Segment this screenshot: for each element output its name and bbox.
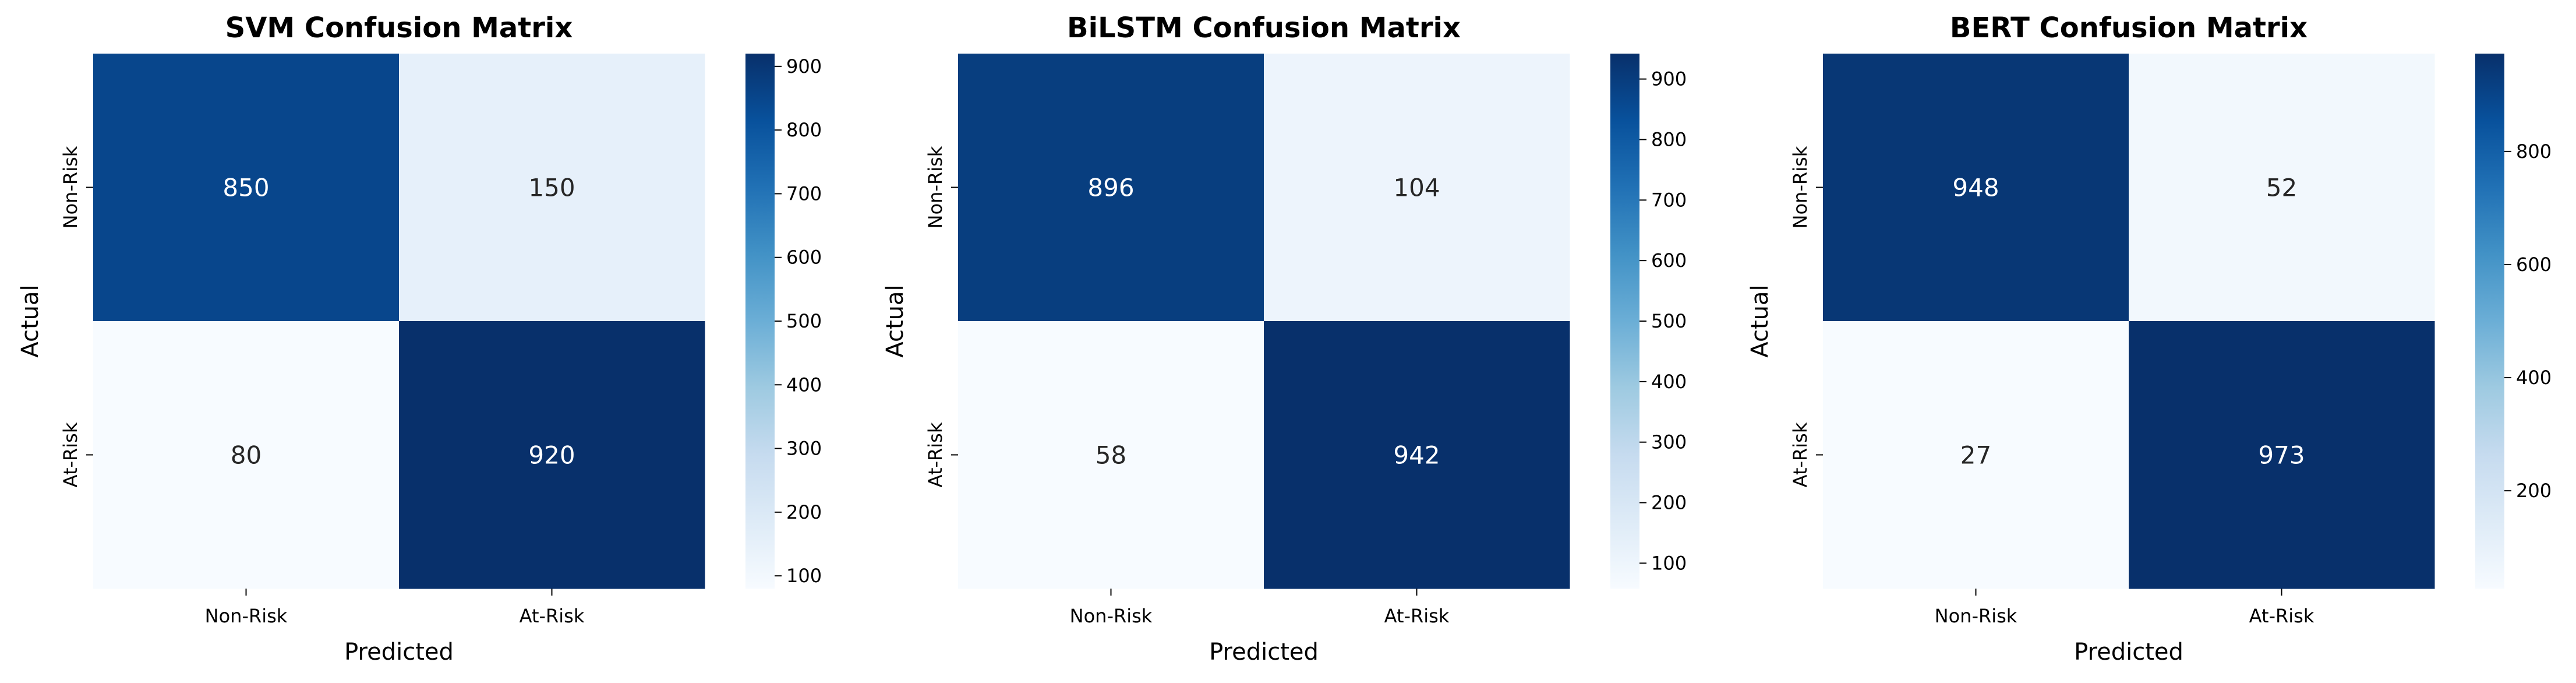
x-tick-label: Non-Risk bbox=[1935, 605, 2017, 627]
y-tick-label: Non-Risk bbox=[924, 146, 946, 228]
heatmap-cell bbox=[399, 321, 705, 589]
colorbar-tick-label: 600 bbox=[2516, 254, 2552, 276]
cell-value-label: 27 bbox=[1960, 441, 1991, 470]
cell-value-label: 150 bbox=[528, 174, 575, 202]
colorbar-tick-label: 200 bbox=[1651, 492, 1687, 514]
y-tick-label: Non-Risk bbox=[1789, 146, 1811, 228]
heatmap-cell bbox=[1823, 54, 2129, 322]
heatmap-cell bbox=[2129, 54, 2435, 322]
heatmap-cell bbox=[1823, 321, 2129, 589]
chart-title: BiLSTM Confusion Matrix bbox=[1067, 12, 1461, 44]
colorbar-tick-label: 600 bbox=[1651, 249, 1687, 272]
colorbar-tick-label: 500 bbox=[1651, 310, 1687, 332]
colorbar-tick-label: 700 bbox=[786, 182, 822, 205]
colorbar-tick-label: 800 bbox=[2516, 140, 2552, 163]
y-tick-label: At-Risk bbox=[924, 422, 946, 487]
colorbar-tick-label: 900 bbox=[1651, 68, 1687, 90]
colorbar-tick-label: 200 bbox=[786, 501, 822, 523]
cell-value-label: 850 bbox=[222, 174, 269, 202]
chart-title: SVM Confusion Matrix bbox=[225, 12, 573, 44]
colorbar bbox=[745, 54, 775, 589]
colorbar-tick-label: 400 bbox=[1651, 371, 1687, 393]
cell-value-label: 920 bbox=[528, 441, 575, 470]
heatmap-cell bbox=[958, 321, 1264, 589]
heatmap-cell bbox=[93, 321, 400, 589]
colorbar-tick-label: 400 bbox=[2516, 367, 2552, 389]
x-tick-label: At-Risk bbox=[1384, 605, 1450, 627]
x-tick-label: At-Risk bbox=[2249, 605, 2314, 627]
y-axis-label: Actual bbox=[882, 284, 909, 357]
colorbar-tick-label: 300 bbox=[786, 438, 822, 460]
panel-2: BiLSTM Confusion Matrix 896 104 58 942 Non-Ri… bbox=[882, 12, 1687, 666]
heatmap-cell bbox=[958, 54, 1264, 322]
colorbar-tick-label: 900 bbox=[786, 55, 822, 78]
cell-value-label: 942 bbox=[1393, 441, 1440, 470]
x-axis-label: Predicted bbox=[2074, 639, 2183, 666]
heatmap-cell bbox=[399, 54, 705, 322]
colorbar-tick-label: 800 bbox=[1651, 128, 1687, 150]
colorbar-tick-label: 600 bbox=[786, 247, 822, 269]
colorbar-tick-label: 300 bbox=[1651, 431, 1687, 453]
colorbar-tick-label: 500 bbox=[786, 310, 822, 332]
cell-value-label: 52 bbox=[2266, 174, 2297, 202]
x-tick-label: Non-Risk bbox=[1070, 605, 1153, 627]
chart-title: BERT Confusion Matrix bbox=[1950, 12, 2308, 44]
x-tick-label: At-Risk bbox=[520, 605, 585, 627]
colorbar-tick-label: 200 bbox=[2516, 480, 2552, 502]
x-axis-label: Predicted bbox=[344, 639, 454, 666]
heatmap-cell bbox=[2129, 321, 2435, 589]
panel-3: BERT Confusion Matrix 948 52 27 973 Non-Risk A… bbox=[1747, 12, 2552, 666]
y-axis-label: Actual bbox=[1747, 284, 1773, 357]
heatmap-cell bbox=[1264, 321, 1570, 589]
cell-value-label: 973 bbox=[2258, 441, 2305, 470]
y-tick-label: At-Risk bbox=[59, 422, 82, 487]
colorbar bbox=[2475, 54, 2504, 589]
y-tick-label: At-Risk bbox=[1789, 422, 1811, 487]
colorbar-tick-label: 800 bbox=[786, 119, 822, 141]
cell-value-label: 80 bbox=[231, 441, 262, 470]
heatmap-cell bbox=[1264, 54, 1570, 322]
colorbar-tick-label: 400 bbox=[786, 374, 822, 396]
cell-value-label: 896 bbox=[1087, 174, 1134, 202]
cell-value-label: 948 bbox=[1952, 174, 1999, 202]
x-axis-label: Predicted bbox=[1209, 639, 1319, 666]
y-tick-label: Non-Risk bbox=[59, 146, 82, 228]
cell-value-label: 58 bbox=[1096, 441, 1126, 470]
panel-1: SVM Confusion Matrix 850 150 80 920 Non-Risk A… bbox=[17, 12, 822, 666]
colorbar-tick-label: 100 bbox=[1651, 552, 1687, 574]
y-axis-label: Actual bbox=[17, 284, 44, 357]
cell-value-label: 104 bbox=[1393, 174, 1440, 202]
heatmap-cell bbox=[93, 54, 400, 322]
colorbar bbox=[1610, 54, 1639, 589]
colorbar-tick-label: 700 bbox=[1651, 189, 1687, 211]
colorbar-tick-label: 100 bbox=[786, 565, 822, 587]
x-tick-label: Non-Risk bbox=[205, 605, 288, 627]
